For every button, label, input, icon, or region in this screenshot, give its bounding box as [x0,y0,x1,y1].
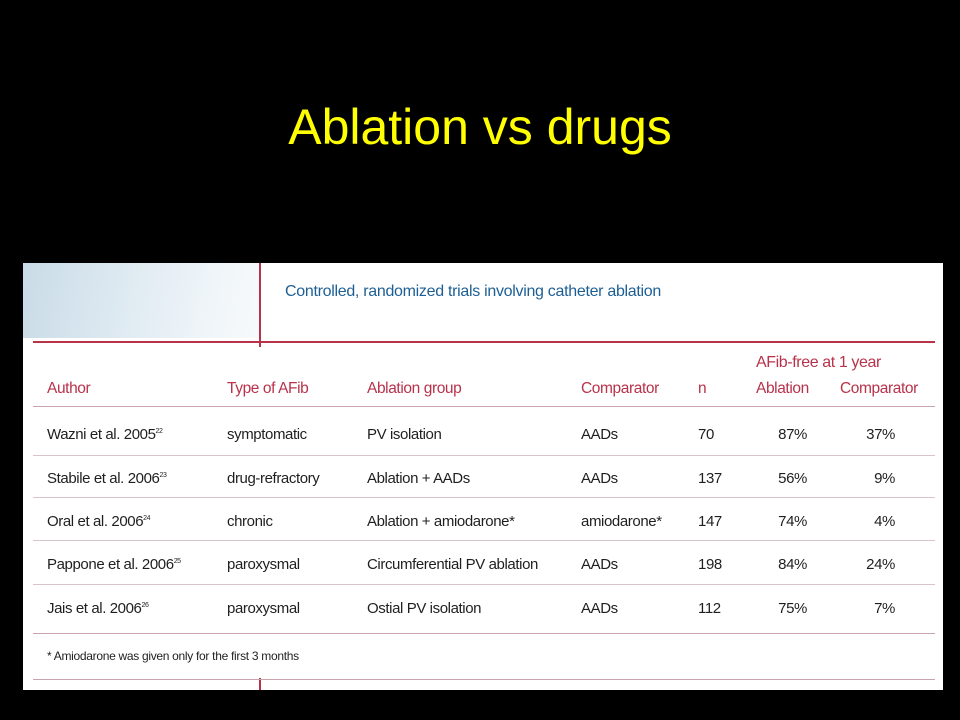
figure-decoration [23,263,259,338]
cell-type: symptomatic [227,426,307,443]
cell-ablation-group: Circumferential PV ablation [367,556,538,573]
header-comparator-result: Comparator [840,380,918,397]
divider [259,263,261,347]
row-rule [33,584,935,585]
cell-comparator: amiodarone* [581,513,662,530]
slide-title: Ablation vs drugs [288,99,672,155]
header-ablation: Ablation [756,380,809,397]
cell-ablation-group: Ostial PV isolation [367,600,482,617]
cell-type: drug-refractory [227,470,320,487]
figure-bottom-rule [33,679,935,680]
cell-author: Jais et al. 200626 [47,600,149,617]
cell-comparator: AADs [581,470,618,487]
cell-n: 137 [698,470,722,487]
header-comparator: Comparator [581,380,659,397]
header-type: Type of AFib [227,380,309,397]
cell-comparator-result: 7% [874,600,895,617]
cell-type: paroxysmal [227,556,300,573]
row-rule [33,540,935,541]
cell-author: Pappone et al. 200625 [47,556,181,573]
cell-type: chronic [227,513,273,530]
header-ablation-group: Ablation group [367,380,462,397]
divider [259,678,261,690]
table-bottom-rule [33,633,935,634]
cell-comparator: AADs [581,556,618,573]
cell-comparator: AADs [581,600,618,617]
cell-n: 198 [698,556,722,573]
row-rule [33,497,935,498]
header-rule [33,406,935,407]
header-author: Author [47,380,91,397]
table-figure: Controlled, randomized trials involving … [23,263,943,690]
header-n: n [698,380,707,397]
cell-comparator: AADs [581,426,618,443]
cell-ablation-group: PV isolation [367,426,442,443]
cell-author: Oral et al. 200624 [47,513,151,530]
cell-n: 112 [698,600,721,617]
cell-ablation-group: Ablation + AADs [367,470,470,487]
cell-comparator-result: 24% [866,556,895,573]
cell-author: Wazni et al. 200522 [47,426,163,443]
cell-comparator-result: 4% [874,513,895,530]
cell-ablation: 56% [778,470,807,487]
cell-ablation: 87% [778,426,807,443]
table-top-rule [33,341,935,343]
cell-ablation: 74% [778,513,807,530]
cell-author: Stabile et al. 200623 [47,470,167,487]
table-caption: Controlled, randomized trials involving … [285,283,662,300]
cell-comparator-result: 37% [866,426,895,443]
group-header: AFib-free at 1 year [756,354,881,371]
cell-ablation-group: Ablation + amiodarone* [367,513,515,530]
footnote: * Amiodarone was given only for the firs… [47,649,299,663]
row-rule [33,455,935,456]
cell-ablation: 75% [778,600,807,617]
cell-ablation: 84% [778,556,807,573]
cell-n: 70 [698,426,714,443]
cell-comparator-result: 9% [874,470,895,487]
cell-type: paroxysmal [227,600,300,617]
cell-n: 147 [698,513,722,530]
